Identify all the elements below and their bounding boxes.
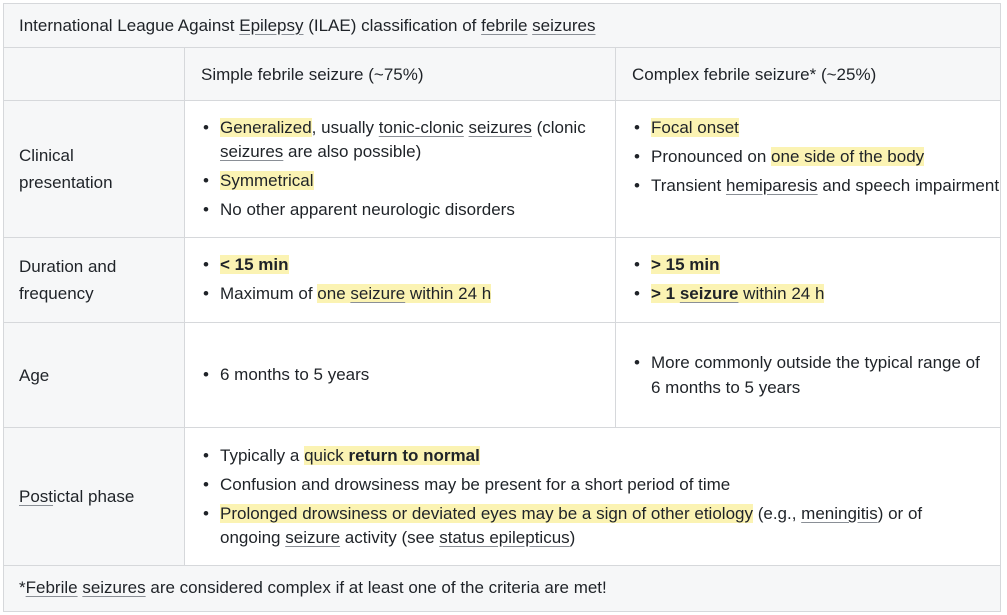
age-label: Age bbox=[19, 365, 50, 385]
generalized-text: Generalized bbox=[220, 118, 312, 137]
row-label-age: Age bbox=[4, 323, 185, 428]
close-paren-text: ) bbox=[569, 528, 576, 547]
table-footnote: *Febrile seizures are considered complex… bbox=[4, 566, 1000, 611]
list-item: 6 months to 5 years bbox=[202, 363, 615, 387]
seizures-link[interactable]: seizures bbox=[82, 578, 146, 597]
header-complex-text: Complex febrile seizure* (~25%) bbox=[632, 65, 877, 84]
duration-complex-cell: > 15 min > 1 seizure within 24 h bbox=[616, 238, 1000, 323]
table-caption: International League Against Epilepsy (I… bbox=[4, 4, 1000, 48]
list-item: Transient hemiparesis and speech impairm… bbox=[633, 174, 1000, 198]
list-item: More commonly outside the typical range … bbox=[633, 350, 980, 400]
list-item: Prolonged drowsiness or deviated eyes ma… bbox=[202, 502, 960, 550]
footnote-text: are considered complex if at least one o… bbox=[145, 578, 607, 597]
duration-simple-cell: < 15 min Maximum of one seizure within 2… bbox=[185, 238, 616, 323]
typically-text: Typically a bbox=[220, 446, 305, 465]
ictal-text: ictal bbox=[53, 487, 84, 506]
list-item: > 15 min bbox=[633, 253, 1000, 277]
return-normal-text: return to normal bbox=[348, 446, 480, 465]
header-empty-cell bbox=[4, 48, 185, 101]
transient-text: Transient bbox=[651, 176, 726, 195]
list-item: Focal onset bbox=[633, 116, 1000, 140]
eg-text: (e.g., bbox=[752, 504, 802, 523]
febrile-seizure-table: International League Against Epilepsy (I… bbox=[3, 3, 1001, 612]
seizure-link[interactable]: seizure bbox=[350, 284, 406, 303]
within-text: within 24 h bbox=[405, 284, 492, 303]
clonic-text: (clonic bbox=[531, 118, 586, 137]
list-item: Maximum of one seizure within 24 h bbox=[202, 282, 615, 306]
clinical-label: Clinical presentation bbox=[19, 146, 113, 192]
one-text: one bbox=[317, 284, 351, 303]
symmetrical-text: Symmetrical bbox=[220, 171, 314, 190]
list-item: Generalized, usually tonic-clonic seizur… bbox=[202, 116, 615, 164]
row-label-postictal: Postictal phase bbox=[4, 428, 185, 566]
list-item: > 1 seizure within 24 h bbox=[633, 282, 1000, 306]
quick-text: quick bbox=[304, 446, 349, 465]
clinical-complex-cell: Focal onset Pronounced on one side of th… bbox=[616, 101, 1000, 238]
list-item: Confusion and drowsiness may be present … bbox=[202, 473, 960, 497]
status-epilepticus-link[interactable]: status epilepticus bbox=[439, 528, 570, 547]
list-item: Symmetrical bbox=[202, 169, 615, 193]
clinical-simple-cell: Generalized, usually tonic-clonic seizur… bbox=[185, 101, 616, 238]
age-simple-cell: 6 months to 5 years bbox=[185, 323, 616, 428]
age-outside-text: More commonly outside the typical range … bbox=[651, 353, 980, 397]
row-label-duration: Duration and frequency bbox=[4, 238, 185, 323]
or-text: ) or of ongoing bbox=[220, 504, 923, 547]
usually-text: , usually bbox=[311, 118, 379, 137]
seizures-link[interactable]: seizures bbox=[468, 118, 532, 137]
seizures-link[interactable]: seizures bbox=[220, 142, 284, 161]
caption-text-2: (ILAE) classification of bbox=[303, 16, 482, 35]
epilepsy-link[interactable]: Epilepsy bbox=[239, 16, 304, 35]
postictal-cell: Typically a quick return to normal Confu… bbox=[185, 428, 1000, 566]
febrile-link[interactable]: febrile bbox=[481, 16, 528, 35]
gt-15-min-text: > 15 min bbox=[651, 255, 720, 274]
within-text: within 24 h bbox=[738, 284, 825, 303]
hemiparesis-link[interactable]: hemiparesis bbox=[725, 176, 818, 195]
possible-text: are also possible) bbox=[283, 142, 422, 161]
tonic-clonic-link[interactable]: tonic-clonic bbox=[378, 118, 464, 137]
prolonged-text: Prolonged drowsiness or deviated eyes ma… bbox=[220, 504, 753, 523]
list-item: No other apparent neurologic disorders bbox=[202, 198, 615, 222]
duration-label: Duration and frequency bbox=[19, 257, 117, 303]
postictal-label: Postictal phase bbox=[19, 483, 134, 510]
caption-text-1: International League Against bbox=[19, 16, 240, 35]
one-side-text: one side of the body bbox=[771, 147, 925, 166]
list-item: Pronounced on one side of the body bbox=[633, 145, 1000, 169]
header-simple-text: Simple febrile seizure (~75%) bbox=[201, 65, 424, 84]
meningitis-link[interactable]: meningitis bbox=[801, 504, 878, 523]
seizure-link[interactable]: seizure bbox=[679, 284, 739, 303]
seizures-link[interactable]: seizures bbox=[532, 16, 596, 35]
confusion-text: Confusion and drowsiness may be present … bbox=[220, 475, 731, 494]
focal-onset-text: Focal onset bbox=[651, 118, 739, 137]
seizure-link[interactable]: seizure bbox=[285, 528, 341, 547]
age-complex-cell: More commonly outside the typical range … bbox=[616, 323, 1000, 428]
maximum-text: Maximum of bbox=[220, 284, 318, 303]
gt-1-text: > 1 bbox=[651, 284, 680, 303]
febrile-link[interactable]: Febrile bbox=[25, 578, 78, 597]
post-text: Post bbox=[19, 487, 54, 506]
list-item: Typically a quick return to normal bbox=[202, 444, 960, 468]
lt-15-min-text: < 15 min bbox=[220, 255, 289, 274]
pronounced-text: Pronounced on bbox=[651, 147, 772, 166]
header-simple-cell: Simple febrile seizure (~75%) bbox=[185, 48, 616, 101]
list-item: < 15 min bbox=[202, 253, 615, 277]
speech-text: and speech impairment bbox=[817, 176, 1000, 195]
header-complex-cell: Complex febrile seizure* (~25%) bbox=[616, 48, 1000, 101]
footnote-star: * bbox=[19, 578, 26, 597]
no-neuro-text: No other apparent neurologic disorders bbox=[220, 200, 515, 219]
activity-text: activity (see bbox=[340, 528, 440, 547]
row-label-clinical: Clinical presentation bbox=[4, 101, 185, 238]
phase-text: phase bbox=[83, 487, 135, 506]
age-range-text: 6 months to 5 years bbox=[220, 365, 370, 384]
